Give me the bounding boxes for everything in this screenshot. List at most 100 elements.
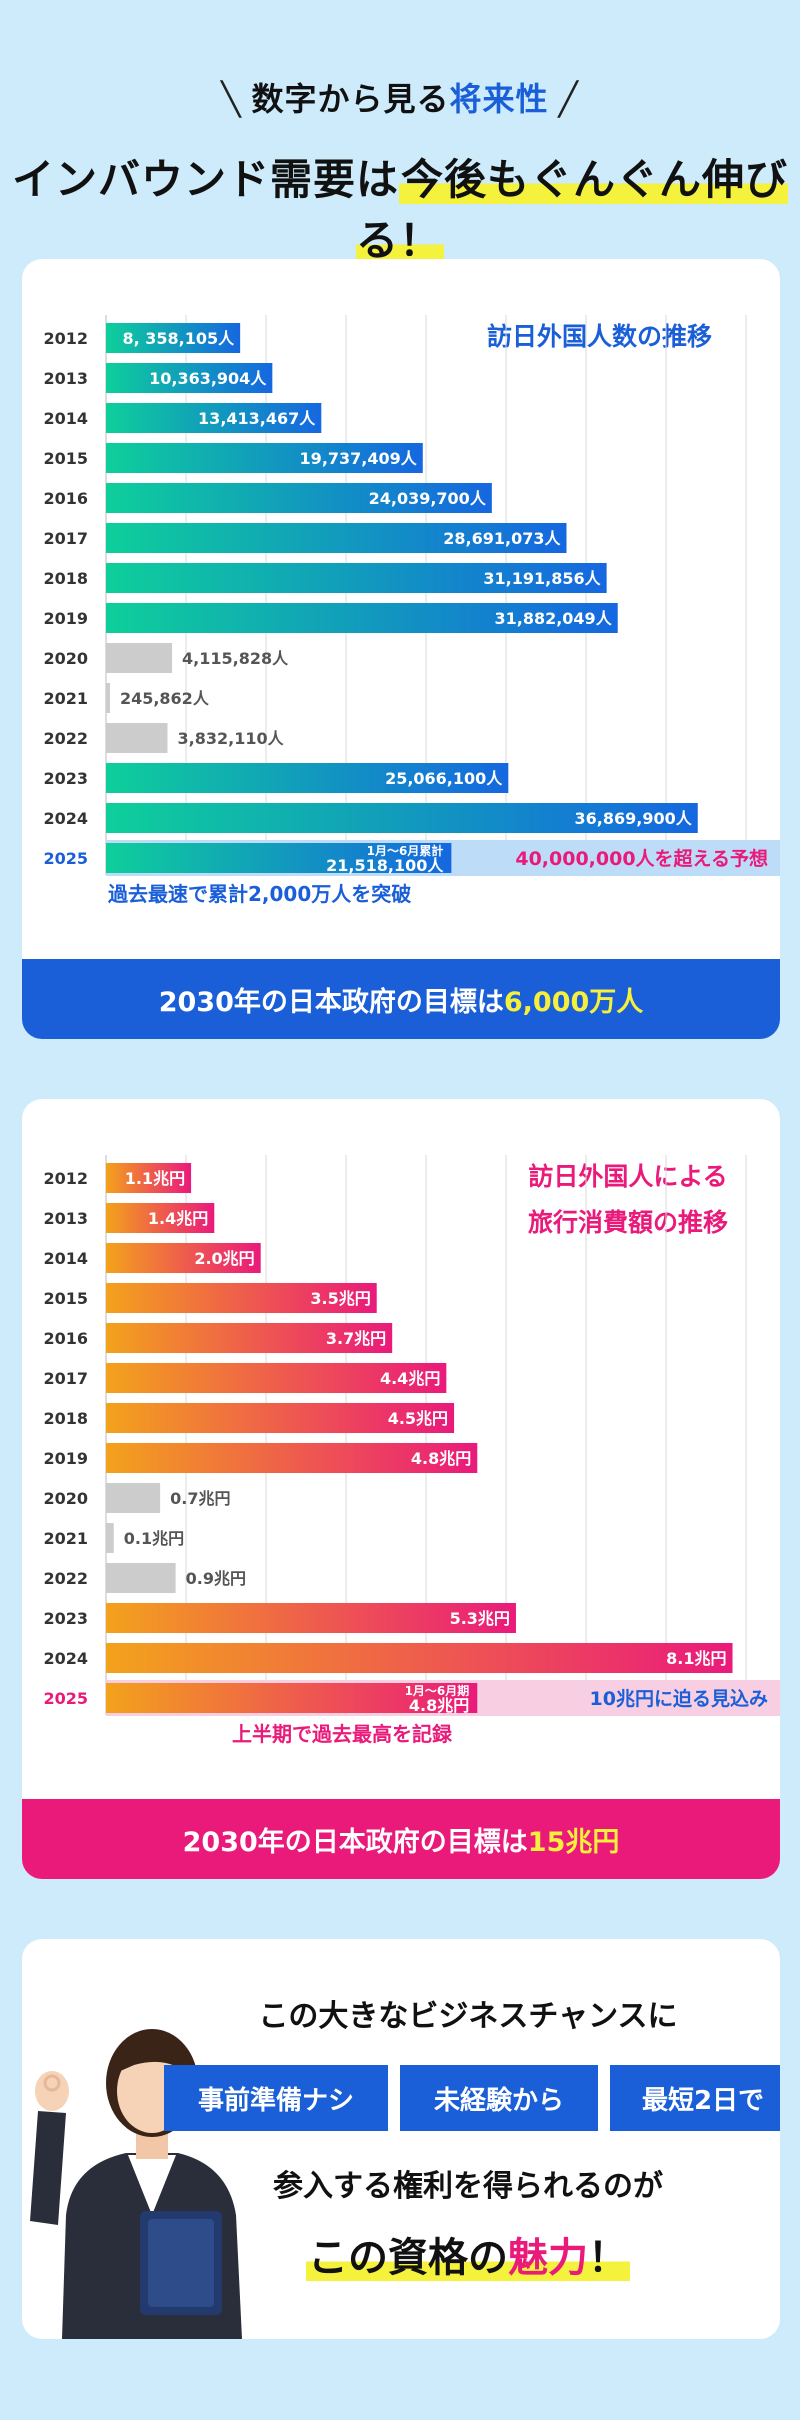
visitors-year-label: 2013 — [43, 369, 88, 388]
promo-line1: この大きなビジネスチャンスに — [258, 1999, 678, 2034]
spending-bar-value: 4.8兆円 — [409, 1696, 469, 1715]
visitors-year-label: 2016 — [43, 489, 88, 508]
badge-no-experience: 未経験から — [400, 2065, 598, 2131]
visitors-bar — [106, 643, 173, 673]
spending-bar — [106, 1443, 478, 1473]
visitors-bar-value: 13,413,467人 — [198, 409, 316, 428]
header-line2: インバウンド需要は今後もぐんぐん伸びる！ — [0, 146, 800, 268]
visitors-year-label: 2025 — [43, 849, 88, 868]
spending-year-label: 2020 — [43, 1489, 88, 1508]
visitors-bar — [106, 323, 241, 353]
spending-bar — [106, 1203, 215, 1233]
visitors-bar-value: 36,869,900人 — [575, 809, 693, 828]
spending-bar-value: 0.9兆円 — [186, 1569, 246, 1588]
visitors-bar — [106, 603, 618, 633]
visitors-bars — [106, 323, 780, 876]
visitors-bar-value: 21,518,100人 — [326, 856, 444, 875]
visitors-year-label: 2024 — [43, 809, 88, 828]
visitors-forecast-label: 40,000,000人を超える予想 — [515, 847, 768, 870]
promo-line3: この資格の魅力！ — [218, 2225, 718, 2283]
header-line1-text: 数字から見る — [251, 80, 450, 118]
visitors-under-note: 過去最速で累計2,000万人を突破 — [108, 882, 411, 906]
spending-bar-value: 1.4兆円 — [148, 1209, 208, 1228]
spending-bar-value: 1.1兆円 — [125, 1169, 185, 1188]
spending-bar-value: 4.4兆円 — [380, 1369, 440, 1388]
visitors-bar-value: 31,191,856人 — [483, 569, 601, 588]
spending-bar-value: 8.1兆円 — [666, 1649, 726, 1668]
visitors-bar — [106, 523, 567, 553]
visitors-bar — [106, 723, 168, 753]
spending-year-label: 2019 — [43, 1449, 88, 1468]
spending-bar-value: 4.5兆円 — [388, 1409, 448, 1428]
visitors-bar-value: 10,363,904人 — [149, 369, 267, 388]
spending-bar-value: 0.7兆円 — [170, 1489, 230, 1508]
visitors-bar-value: 4,115,828人 — [182, 649, 289, 668]
promo-line3-text: この資格の — [308, 2235, 508, 2281]
spending-bar-note: 1月〜6月期 — [405, 1683, 470, 1698]
promo-card: この大きなビジネスチャンスに 事前準備ナシ 未経験から 最短2日で 参入する権利… — [22, 1939, 780, 2339]
promo-line2: 参入する権利を得られるのが — [273, 2169, 663, 2204]
header-line1-accent: 将来性 — [449, 80, 549, 118]
visitors-bar — [106, 803, 698, 833]
spending-bar — [106, 1643, 733, 1673]
badge-no-prep: 事前準備ナシ — [164, 2065, 388, 2131]
visitors-year-label: 2015 — [43, 449, 88, 468]
visitors-bar-value: 31,882,049人 — [494, 609, 612, 628]
spending-chart: 訪日外国人による 旅行消費額の推移 2012 1.1兆円 2013 1.4兆円 2014… — [43, 1155, 780, 1746]
spending-year-label: 2017 — [43, 1369, 88, 1388]
visitors-bar-value: 24,039,700人 — [369, 489, 487, 508]
spending-bar-value: 5.3兆円 — [450, 1609, 510, 1628]
promo-badges: 事前準備ナシ 未経験から 最短2日で — [164, 2065, 780, 2131]
visitors-bar — [106, 363, 273, 393]
spending-year-label: 2023 — [43, 1609, 88, 1628]
spending-under-note: 上半期で過去最高を記録 — [232, 1722, 453, 1746]
visitors-card: 訪日外国人数の推移 2012 8, 358,105人 2013 10,363,904人… — [22, 259, 780, 1039]
visitors-year-label: 2014 — [43, 409, 88, 428]
visitors-year-label: 2017 — [43, 529, 88, 548]
visitors-bar — [106, 763, 509, 793]
header-line2-text: インバウンド需要は — [11, 155, 399, 204]
visitors-bar — [106, 443, 423, 473]
visitors-footer: 2030年の日本政府の目標は 6,000万人 — [22, 959, 780, 1039]
spending-year-label: 2022 — [43, 1569, 88, 1588]
spending-forecast-label: 10兆円に迫る見込み — [590, 1687, 768, 1710]
visitors-bar-value: 3,832,110人 — [178, 729, 285, 748]
visitors-bar — [106, 843, 452, 873]
visitors-bar — [106, 483, 492, 513]
spending-bars — [106, 1163, 780, 1716]
spending-bar — [106, 1363, 447, 1393]
visitors-year-label: 2023 — [43, 769, 88, 788]
visitors-year-label: 2020 — [43, 649, 88, 668]
businesswoman-illustration — [30, 2029, 242, 2339]
spending-bar-value: 3.5兆円 — [310, 1289, 370, 1308]
spending-bar — [106, 1163, 192, 1193]
spending-footer-goal: 15兆円 — [527, 1826, 620, 1858]
visitors-year-label: 2018 — [43, 569, 88, 588]
spending-bar — [106, 1283, 377, 1313]
spending-bar — [106, 1483, 161, 1513]
spending-footer-text: 2030年の日本政府の目標は — [182, 1826, 528, 1858]
spending-bar-value: 4.8兆円 — [411, 1449, 471, 1468]
spending-bar-value: 0.1兆円 — [124, 1529, 184, 1548]
spending-bar — [106, 1683, 478, 1713]
header-line2-highlight: 今後もぐんぐん伸びる！ — [355, 155, 789, 265]
spending-year-label: 2013 — [43, 1209, 88, 1228]
spending-chart-title-line2: 旅行消費額の推移 — [528, 1208, 728, 1237]
spending-card: 訪日外国人による 旅行消費額の推移 2012 1.1兆円 2013 1.4兆円 2014… — [22, 1099, 780, 1879]
spending-bar-value: 2.0兆円 — [194, 1249, 254, 1268]
visitors-bar — [106, 683, 110, 713]
visitors-chart: 訪日外国人数の推移 2012 8, 358,105人 2013 10,363,904人… — [43, 315, 780, 906]
visitors-footer-goal: 6,000万人 — [503, 986, 644, 1018]
visitors-chart-title: 訪日外国人数の推移 — [487, 322, 712, 351]
spending-year-label: 2016 — [43, 1329, 88, 1348]
visitors-year-label: 2019 — [43, 609, 88, 628]
spending-year-label: 2018 — [43, 1409, 88, 1428]
visitors-footer-text: 2030年の日本政府の目標は — [158, 986, 504, 1018]
spending-bar — [106, 1403, 455, 1433]
spending-year-label: 2014 — [43, 1249, 88, 1268]
visitors-bar-value: 28,691,073人 — [443, 529, 561, 548]
visitors-bar-value: 19,737,409人 — [300, 449, 418, 468]
spending-bar — [106, 1323, 393, 1353]
visitors-bar-value: 25,066,100人 — [385, 769, 503, 788]
visitors-year-label: 2021 — [43, 689, 88, 708]
